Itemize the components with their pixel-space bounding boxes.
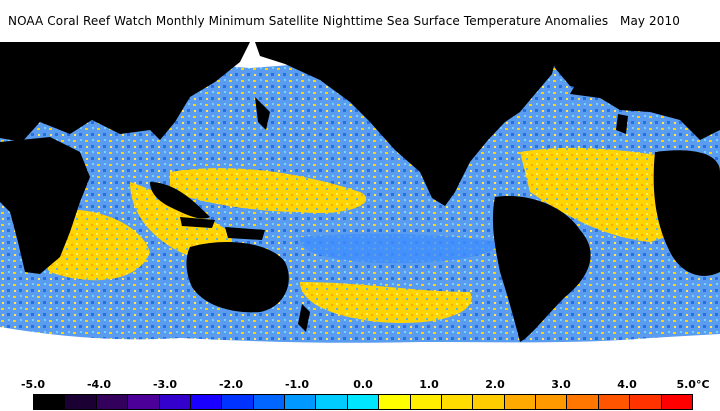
landmass-southeast-asia bbox=[150, 182, 210, 219]
title-text: NOAA Coral Reef Watch Monthly Minimum Sa… bbox=[8, 14, 609, 28]
antarctic-ice bbox=[0, 327, 720, 368]
colorbar-swatch bbox=[128, 395, 160, 409]
colorbar-swatch bbox=[473, 395, 505, 409]
cool-equatorial-pacific bbox=[300, 233, 500, 264]
landmass-japan bbox=[255, 97, 270, 130]
colorbar-swatch bbox=[410, 395, 442, 409]
colorbar-swatch bbox=[661, 395, 692, 409]
colorbar bbox=[33, 394, 693, 410]
colorbar-swatch bbox=[222, 395, 254, 409]
landmass-africa-east bbox=[653, 150, 720, 276]
landmass-africa bbox=[0, 137, 90, 274]
landmass-south-america bbox=[492, 196, 591, 342]
colorbar-tick-label: -4.0 bbox=[86, 378, 112, 391]
colorbar-swatch bbox=[347, 395, 380, 409]
color-scale: -5.0 -4.0 -3.0 -2.0 -1.0 0.0 1.0 2.0 3.0 4.0 5.0°C bbox=[0, 374, 720, 411]
colorbar-swatch bbox=[598, 395, 631, 409]
colorbar-tick-label: -1.0 bbox=[284, 378, 310, 391]
colorbar-swatch bbox=[65, 395, 97, 409]
colorbar-swatch bbox=[34, 395, 66, 409]
colorbar-swatch bbox=[285, 395, 317, 409]
colorbar-swatch bbox=[96, 395, 129, 409]
landmass-uk bbox=[616, 114, 628, 134]
land-layer bbox=[0, 42, 720, 342]
colorbar-tick-label: -5.0 bbox=[20, 378, 46, 391]
colorbar-swatch bbox=[379, 395, 411, 409]
sst-anomaly-map bbox=[0, 42, 720, 368]
colorbar-swatch bbox=[536, 395, 568, 409]
colorbar-swatch bbox=[253, 395, 285, 409]
landmass-new-zealand bbox=[298, 304, 310, 332]
map-title: NOAA Coral Reef Watch Monthly Minimum Sa… bbox=[8, 14, 680, 28]
warm-south-pacific bbox=[300, 282, 472, 323]
landmass-eurasia bbox=[0, 42, 250, 142]
warm-north-pacific bbox=[170, 168, 367, 213]
colorbar-swatch bbox=[567, 395, 599, 409]
title-date: May 2010 bbox=[620, 14, 680, 28]
colorbar-swatch bbox=[630, 395, 662, 409]
colorbar-swatch bbox=[190, 395, 223, 409]
colorbar-swatch bbox=[159, 395, 191, 409]
colorbar-tick-label: 3.0 bbox=[551, 378, 571, 391]
landmass-australia bbox=[186, 242, 289, 313]
colorbar-swatch bbox=[441, 395, 474, 409]
landmass-north-america bbox=[255, 42, 560, 206]
colorbar-swatch bbox=[504, 395, 536, 409]
colorbar-tick-label: 4.0 bbox=[617, 378, 637, 391]
landmass-indonesia-1 bbox=[180, 217, 215, 228]
colorbar-tick-label: 0.0 bbox=[353, 378, 373, 391]
colorbar-tick-label: 2.0 bbox=[485, 378, 505, 391]
colorbar-swatch bbox=[316, 395, 348, 409]
colorbar-tick-label: 5.0°C bbox=[676, 378, 710, 391]
landmass-greenland bbox=[545, 42, 620, 90]
colorbar-tick-label: 1.0 bbox=[419, 378, 439, 391]
colorbar-tick-label: -3.0 bbox=[152, 378, 178, 391]
colorbar-ticks: -5.0 -4.0 -3.0 -2.0 -1.0 0.0 1.0 2.0 3.0 4.0 5.0°C bbox=[0, 374, 720, 394]
colorbar-tick-label: -2.0 bbox=[218, 378, 244, 391]
landmass-indonesia-2 bbox=[225, 227, 265, 240]
